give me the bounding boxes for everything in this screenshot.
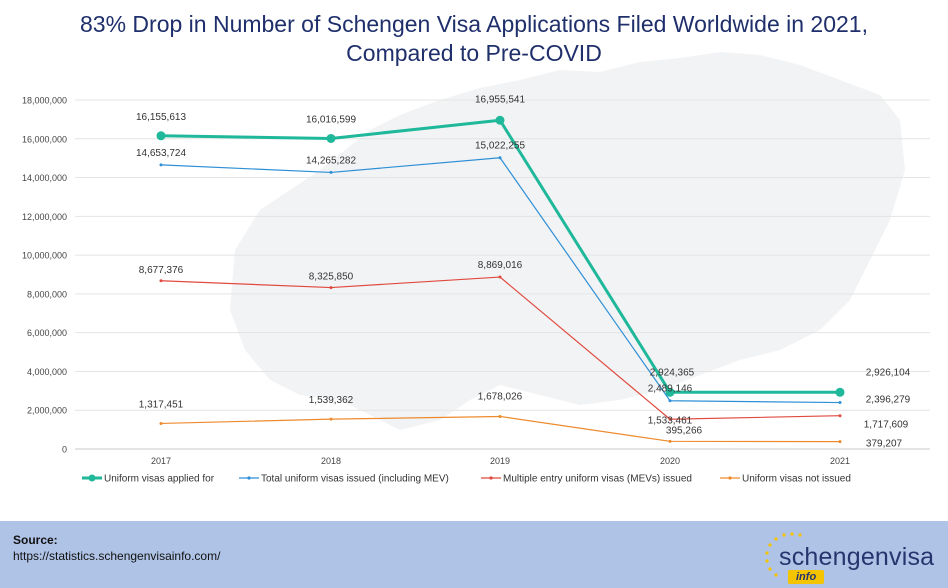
x-tick-label: 2018 xyxy=(321,456,341,466)
y-tick-label: 8,000,000 xyxy=(27,289,67,299)
y-axis-tick-labels: 0 2,000,000 4,000,000 6,000,000 8,000,000 10,… xyxy=(22,96,67,455)
data-label: 14,265,282 xyxy=(306,155,356,166)
legend-swatch-marker xyxy=(247,476,251,480)
x-tick-label: 2020 xyxy=(660,456,680,466)
data-label: 2,489,146 xyxy=(648,384,693,395)
data-label: 1,678,026 xyxy=(478,391,523,402)
data-label: 8,677,376 xyxy=(139,265,184,276)
logo-wordmark: schengenvisa xyxy=(779,543,935,571)
data-label: 2,924,365 xyxy=(650,367,695,378)
data-point xyxy=(838,401,842,405)
data-label: 8,325,850 xyxy=(309,272,354,283)
data-point xyxy=(498,156,502,160)
data-point xyxy=(495,115,505,125)
logo-info-badge: info xyxy=(788,570,825,584)
data-label: 16,016,599 xyxy=(306,114,356,125)
data-label: 1,539,362 xyxy=(309,395,354,406)
data-point xyxy=(156,131,166,141)
background-map xyxy=(230,52,905,430)
x-tick-label: 2021 xyxy=(830,456,850,466)
data-label: 1,317,451 xyxy=(139,399,184,410)
source-label: Source: xyxy=(13,533,58,547)
y-tick-label: 0 xyxy=(62,445,67,455)
legend: Uniform visas applied for Total uniform v… xyxy=(82,474,851,485)
legend-swatch-marker xyxy=(88,474,96,482)
footer-band: Source: https://statistics.schengenvisai… xyxy=(0,521,948,588)
legend-label: Total uniform visas issued (including ME… xyxy=(261,474,449,485)
data-label: 16,155,613 xyxy=(136,112,186,123)
data-point xyxy=(498,275,502,279)
data-point xyxy=(668,439,672,443)
legend-swatch-marker xyxy=(728,476,732,480)
data-label: 395,266 xyxy=(666,425,703,436)
data-point xyxy=(838,440,842,444)
x-tick-label: 2017 xyxy=(151,456,171,466)
data-point xyxy=(668,399,672,403)
chart-title-line-2: Compared to Pre-COVID xyxy=(346,40,602,66)
data-point xyxy=(665,387,675,397)
chart-title: 83% Drop in Number of Schengen Visa Appl… xyxy=(0,10,948,68)
data-label: 1,533,461 xyxy=(648,415,693,426)
data-point xyxy=(838,414,842,418)
data-labels: 16,155,613 16,016,599 16,955,541 2,924,365 2… xyxy=(136,94,911,449)
y-tick-label: 6,000,000 xyxy=(27,328,67,338)
data-point xyxy=(835,387,845,397)
y-tick-label: 16,000,000 xyxy=(22,134,67,144)
legend-label: Multiple entry uniform visas (MEVs) issu… xyxy=(503,474,692,485)
y-tick-label: 18,000,000 xyxy=(22,96,67,106)
data-label: 16,955,541 xyxy=(475,94,525,105)
y-tick-label: 10,000,000 xyxy=(22,251,67,261)
legend-label: Uniform visas not issued xyxy=(742,474,851,485)
y-tick-label: 12,000,000 xyxy=(22,212,67,222)
series-lines xyxy=(156,115,845,444)
schengenvisainfo-logo: schengenvisa info xyxy=(762,529,942,585)
data-point xyxy=(329,170,333,174)
data-point xyxy=(159,421,163,425)
data-label: 8,869,016 xyxy=(478,260,523,271)
y-tick-label: 14,000,000 xyxy=(22,173,67,183)
legend-label: Uniform visas applied for xyxy=(104,474,215,485)
y-tick-label: 2,000,000 xyxy=(27,406,67,416)
data-label: 2,926,104 xyxy=(866,367,911,378)
x-tick-label: 2019 xyxy=(490,456,510,466)
y-gridlines xyxy=(75,99,930,450)
line-chart: 0 2,000,000 4,000,000 6,000,000 8,000,000 10,… xyxy=(22,52,930,485)
data-point xyxy=(498,414,502,418)
data-label: 379,207 xyxy=(866,439,903,450)
data-point xyxy=(668,417,672,421)
data-label: 15,022,255 xyxy=(475,141,525,152)
x-axis-tick-labels: 2017 2018 2019 2020 2021 xyxy=(151,456,850,466)
data-label: 14,653,724 xyxy=(136,148,186,159)
data-point xyxy=(159,279,163,283)
y-tick-label: 4,000,000 xyxy=(27,367,67,377)
legend-swatch-marker xyxy=(489,476,493,480)
data-point xyxy=(159,163,163,167)
data-point xyxy=(329,286,333,290)
data-point xyxy=(329,417,333,421)
data-point xyxy=(326,133,336,143)
source-url: https://statistics.schengenvisainfo.com/ xyxy=(13,549,221,563)
data-label: 1,717,609 xyxy=(864,420,909,431)
chart-title-line-1: 83% Drop in Number of Schengen Visa Appl… xyxy=(80,11,868,37)
series-line xyxy=(160,415,841,443)
data-label: 2,396,279 xyxy=(866,395,911,406)
logo-stars xyxy=(765,532,802,577)
